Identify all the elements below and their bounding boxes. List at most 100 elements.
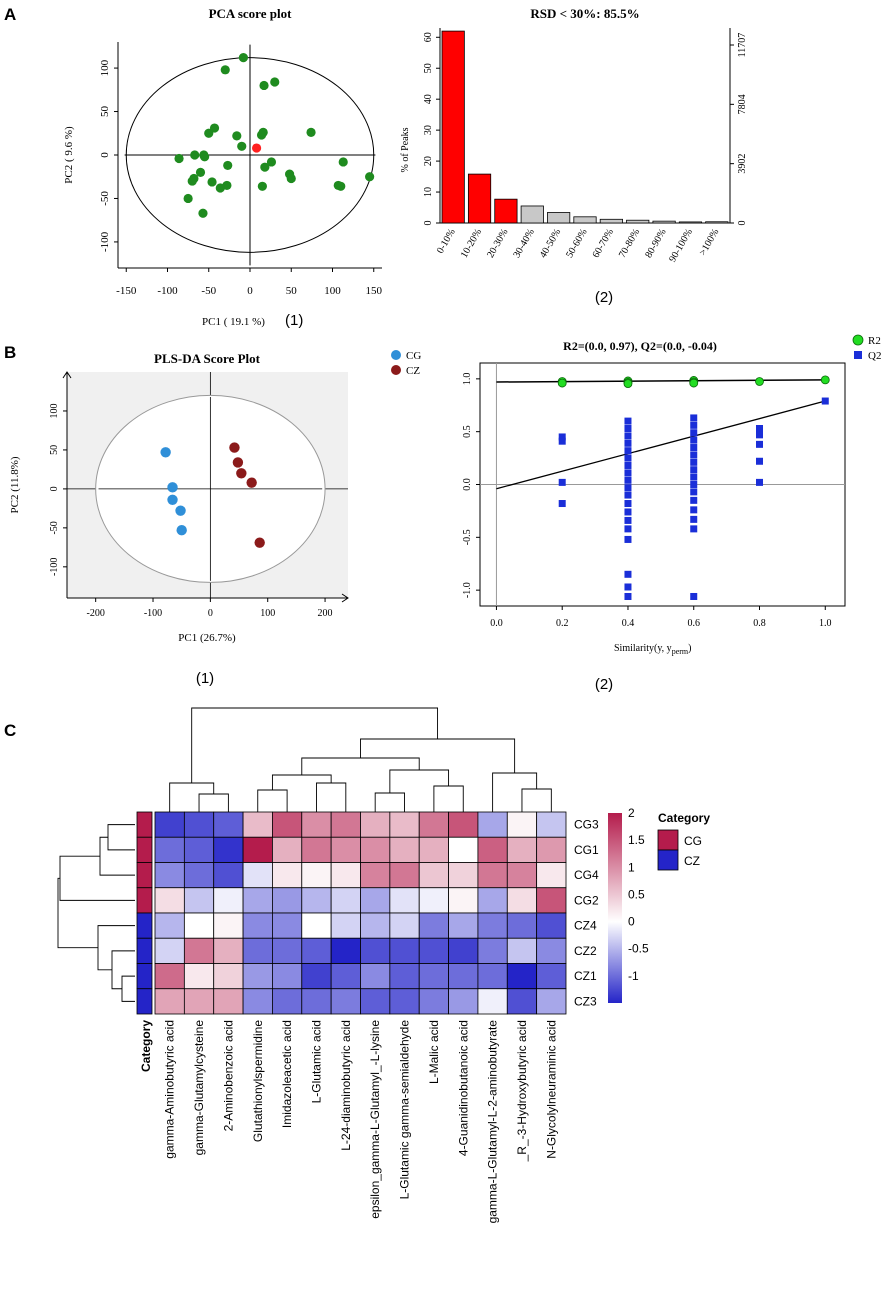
heatmap-cell — [389, 937, 420, 964]
rsd-bar — [599, 218, 623, 224]
heatmap-cell — [154, 836, 185, 863]
rsd-y2-tick-label: 0 — [737, 221, 748, 226]
heatmap-cell — [242, 836, 273, 863]
perm-q2-point — [624, 484, 632, 492]
heatmap-cell — [477, 836, 508, 863]
rsd-y-tick-label: 0 — [423, 221, 434, 226]
plsda-legend-marker — [391, 365, 401, 375]
pca-point — [195, 167, 206, 177]
heatmap-row-dendrogram-branch — [97, 925, 135, 971]
pca-point — [258, 127, 268, 137]
pca-x-tick-label: 50 — [286, 285, 298, 297]
perm-q2-point — [558, 437, 566, 445]
heatmap-row-label: CZ2 — [574, 944, 597, 958]
rsd-y-tick-label: 40 — [423, 94, 434, 104]
heatmap-cell — [418, 862, 449, 889]
pca-x-tick-label: 100 — [324, 285, 341, 297]
heatmap-colorbar-label: 1.5 — [628, 833, 645, 847]
plsda-caption: (1) — [196, 670, 214, 687]
pca-point — [266, 157, 277, 167]
rsd-x-tick-label: 30-40% — [512, 227, 537, 260]
perm-q2-point — [624, 461, 632, 469]
rsd-bar — [678, 221, 703, 224]
heatmap-column-dendrogram-branch — [198, 793, 229, 812]
heatmap-cell — [506, 912, 538, 939]
heatmap-category-cell — [136, 963, 153, 990]
perm-q2-point — [756, 478, 764, 486]
plsda-y-tick-label: -100 — [49, 558, 60, 576]
heatmap-legend-label: CG — [684, 834, 702, 848]
permutation-test-plot: R2=(0.0, 0.97), Q2=(0.0, -0.04) 0.0 0.2 0.4… — [462, 334, 881, 693]
perm-legend-q2-label: Q2 — [868, 350, 881, 362]
perm-q2-point — [624, 525, 632, 533]
perm-y-tick-label: 0.5 — [462, 425, 473, 438]
heatmap-cell — [301, 836, 332, 863]
heatmap-cell — [213, 912, 244, 939]
rsd-x-tick-label: 20-30% — [485, 227, 510, 260]
perm-q2-point — [690, 488, 698, 496]
heatmap-cell — [418, 912, 449, 939]
pca-point — [237, 141, 247, 151]
rsd-x-tick-label: 50-60% — [564, 227, 589, 260]
heatmap-cell — [301, 988, 332, 1015]
pca-point — [259, 80, 269, 91]
perm-q2-point — [690, 592, 698, 600]
plsda-point-cz — [229, 442, 240, 453]
pca-point — [198, 208, 208, 218]
perm-q2-point — [624, 583, 632, 591]
pca-x-tick-label: -50 — [201, 285, 216, 297]
heatmap-cell — [183, 912, 215, 939]
pca-point — [209, 123, 220, 133]
perm-q2-point — [558, 433, 566, 441]
heatmap-cell — [477, 887, 508, 914]
heatmap-colorbar-label: 2 — [628, 806, 635, 820]
heatmap-column-label: gamma-L-Glutamyl-L-2-aminobutyrate — [486, 1020, 500, 1224]
pca-point — [338, 157, 348, 167]
heatmap-column-label: epsilon_gamma-L-Glutamyl_-L-lysine — [368, 1020, 382, 1219]
heatmap-cell — [360, 887, 391, 914]
perm-q2-point — [624, 491, 632, 499]
rsd-bar — [573, 216, 597, 224]
perm-y-tick-label: -1.0 — [462, 582, 473, 598]
plsda-point-cz — [246, 477, 257, 488]
perm-q2-point — [624, 425, 632, 433]
heatmap-cell — [213, 887, 244, 914]
perm-q2-point — [624, 500, 632, 508]
perm-x-tick-label: 0.0 — [490, 618, 503, 629]
heatmap-cell — [213, 862, 244, 889]
plsda-point-cg — [167, 482, 178, 493]
heatmap-colorbar — [608, 813, 622, 1003]
heatmap-column-dendrogram-branch — [191, 707, 439, 783]
heatmap-cell — [360, 937, 391, 964]
heatmap-cell — [389, 862, 420, 889]
plsda-x-tick-label: 100 — [260, 608, 275, 619]
heatmap-row-label: CG2 — [574, 893, 599, 907]
heatmap-cell — [477, 988, 508, 1015]
heatmap-cell — [301, 963, 332, 990]
plsda-x-tick-label: 200 — [318, 608, 333, 619]
heatmap-cell — [213, 988, 244, 1015]
heatmap-cell — [536, 862, 567, 889]
heatmap-cell — [448, 912, 479, 939]
perm-x-label-end: ) — [688, 643, 691, 654]
heatmap-category-cell — [136, 937, 153, 964]
heatmap-cell — [506, 862, 538, 889]
rsd-bar — [467, 173, 492, 224]
heatmap-cell — [301, 937, 332, 964]
heatmap-cell — [389, 836, 420, 863]
heatmap-cell — [183, 862, 215, 889]
heatmap-cell — [330, 912, 361, 939]
heatmap-cell — [154, 862, 185, 889]
heatmap-cell — [477, 912, 508, 939]
rsd-y2-tick-label: 11707 — [737, 33, 748, 58]
perm-q2-point — [756, 431, 764, 439]
rsd-bar — [494, 198, 518, 224]
perm-caption: (2) — [595, 676, 613, 693]
panel-letter-a: A — [4, 5, 16, 24]
pca-point — [257, 181, 267, 191]
perm-q2-point — [624, 508, 632, 516]
perm-q2-point — [690, 414, 698, 422]
heatmap-cell — [183, 887, 215, 914]
rsd-y-tick-label: 20 — [423, 156, 434, 166]
plsda-y-tick-label: -50 — [49, 521, 60, 534]
